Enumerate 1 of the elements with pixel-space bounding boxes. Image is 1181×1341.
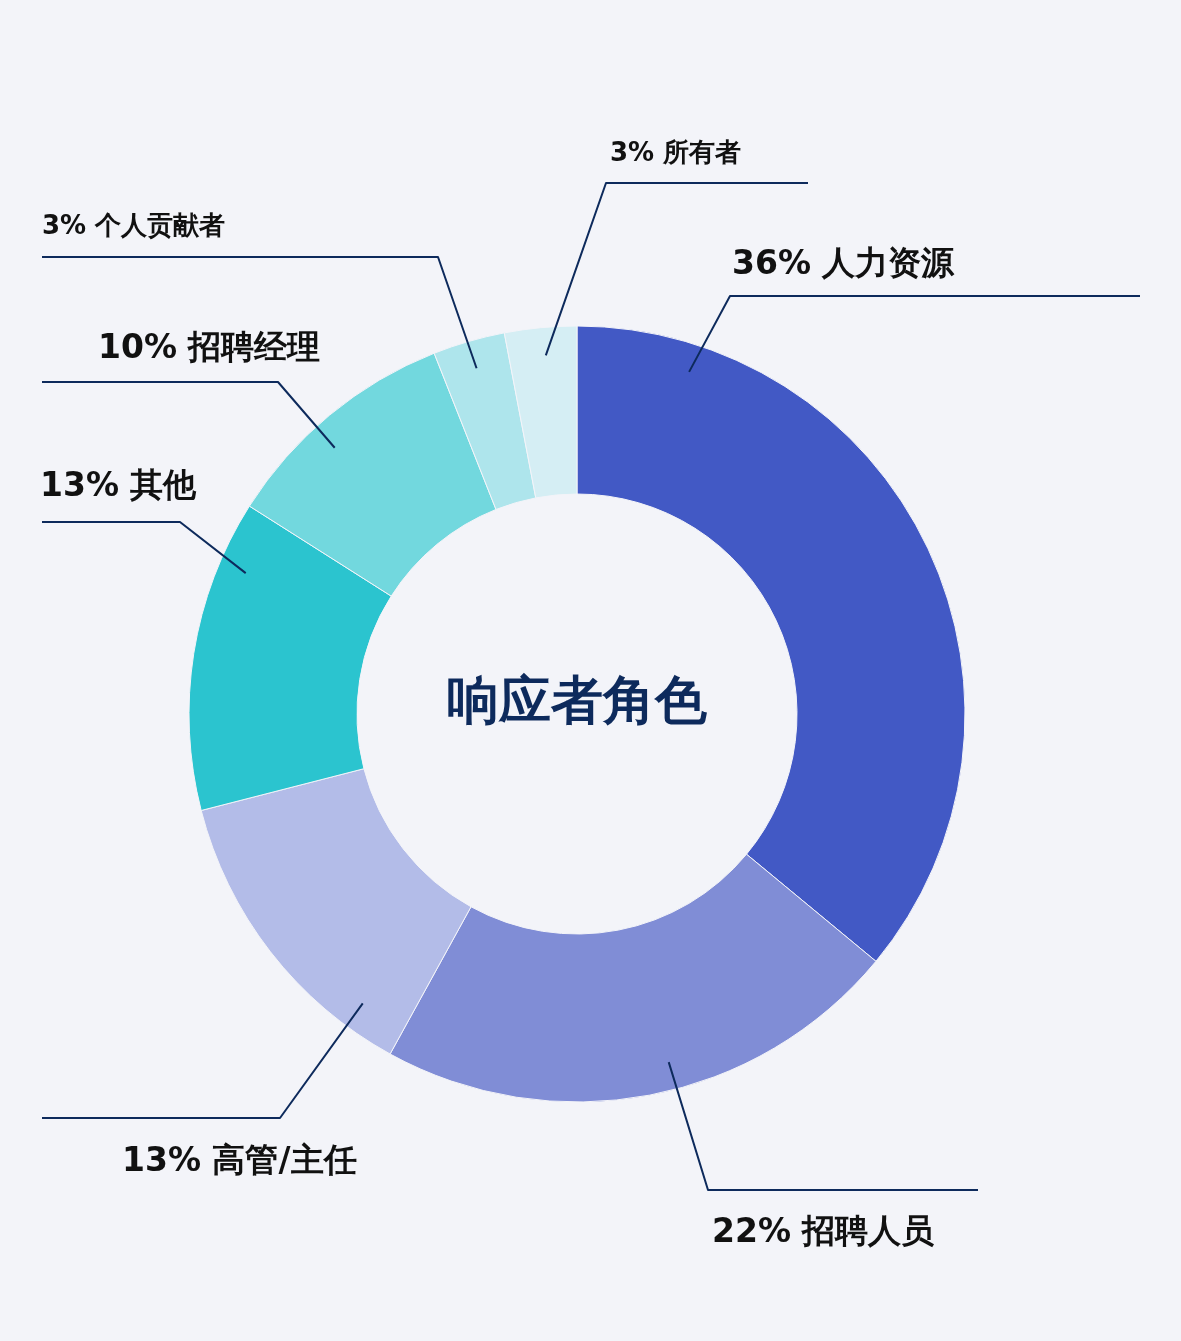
title: 响应者角色 xyxy=(447,670,707,730)
